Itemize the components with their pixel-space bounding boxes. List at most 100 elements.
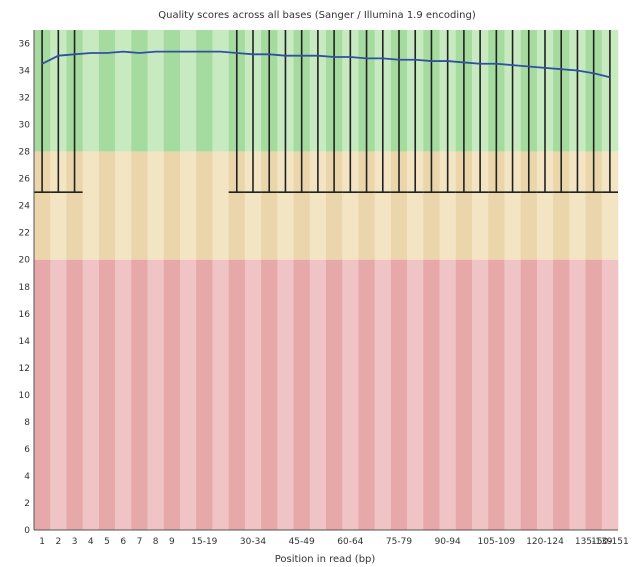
zone-reasonable-stripe (50, 151, 67, 260)
y-tick-label: 4 (24, 472, 30, 482)
y-tick-label: 36 (19, 40, 31, 50)
zone-poor-stripe (488, 259, 505, 530)
chart-title: Quality scores across all bases (Sanger … (158, 10, 476, 21)
y-tick-label: 32 (19, 94, 30, 104)
zone-poor-stripe (147, 259, 165, 530)
zone-poor-stripe (569, 259, 586, 530)
zone-poor-stripe (98, 259, 116, 530)
zone-reasonable-stripe (98, 151, 116, 260)
x-tick-label: 90-94 (435, 537, 461, 547)
zone-good-stripe (98, 30, 116, 152)
zone-reasonable-stripe (228, 151, 246, 260)
zone-poor-stripe (163, 259, 181, 530)
zone-good-stripe (180, 30, 197, 152)
zone-reasonable-stripe (374, 151, 392, 260)
y-tick-label: 24 (19, 202, 31, 212)
zone-reasonable-stripe (163, 151, 181, 260)
zone-poor-stripe (244, 259, 262, 530)
zone-poor-stripe (601, 259, 619, 530)
y-tick-label: 2 (24, 499, 30, 509)
y-tick-label: 26 (19, 175, 31, 185)
zone-poor-stripe (228, 259, 246, 530)
y-tick-label: 12 (19, 364, 30, 374)
zone-poor-stripe (309, 259, 327, 530)
x-tick-label: 135-139 (575, 537, 613, 547)
zone-reasonable-stripe (439, 151, 457, 260)
y-tick-label: 18 (19, 283, 31, 293)
zone-poor-stripe (342, 259, 359, 530)
zone-reasonable-stripe (66, 151, 83, 260)
y-tick-label: 22 (19, 229, 30, 239)
zone-reasonable-stripe (342, 151, 359, 260)
zone-reasonable-stripe (309, 151, 327, 260)
x-tick-label: 75-79 (386, 537, 412, 547)
x-tick-label: 5 (104, 537, 110, 547)
axes (33, 30, 618, 531)
x-tick-label: 8 (153, 537, 159, 547)
y-tick-label: 16 (19, 310, 31, 320)
zone-good-stripe (82, 30, 100, 152)
zone-poor-stripe (115, 259, 132, 530)
zone-poor-stripe (293, 259, 311, 530)
zone-poor-stripe (212, 259, 229, 530)
zone-poor-stripe (423, 259, 440, 530)
zone-reasonable-stripe (455, 151, 473, 260)
zone-good-stripe (131, 30, 148, 152)
zone-reasonable-stripe (147, 151, 165, 260)
zone-poor-stripe (455, 259, 473, 530)
zone-reasonable-stripe (504, 151, 521, 260)
x-tick-label: 2 (55, 537, 61, 547)
zone-reasonable-stripe (472, 151, 489, 260)
x-tick-label: 45-49 (289, 537, 315, 547)
zone-poor-stripe (520, 259, 538, 530)
zone-poor-stripe (131, 259, 148, 530)
zone-good-stripe (115, 30, 132, 152)
zone-reasonable-stripe (326, 151, 343, 260)
zone-poor-stripe (277, 259, 294, 530)
whiskers (34, 30, 618, 193)
zone-poor-stripe (439, 259, 457, 530)
x-tick-label: 7 (137, 537, 143, 547)
zone-poor-stripe (358, 259, 375, 530)
zone-reasonable-stripe (82, 151, 100, 260)
x-tick-label: 30-34 (240, 537, 266, 547)
zone-reasonable-stripe (131, 151, 148, 260)
x-axis-title: Position in read (bp) (275, 554, 376, 565)
y-tick-label: 6 (24, 445, 30, 455)
zone-reasonable-stripe (358, 151, 375, 260)
zone-reasonable-stripe (115, 151, 132, 260)
zone-poor-stripe (472, 259, 489, 530)
zone-reasonable-stripe (244, 151, 262, 260)
zone-poor-stripe (261, 259, 278, 530)
zone-poor-stripe (34, 259, 51, 530)
x-tick-label: 1 (39, 537, 45, 547)
quality-zones (34, 30, 619, 530)
zone-reasonable-stripe (196, 151, 213, 260)
y-tick-label: 14 (19, 337, 31, 347)
x-tick-label: 15-19 (191, 537, 217, 547)
x-tick-label: 4 (88, 537, 94, 547)
y-tick-label: 8 (24, 418, 30, 428)
zone-poor-stripe (82, 259, 100, 530)
x-tick-label: 60-64 (337, 537, 363, 547)
x-tick-label: 3 (72, 537, 78, 547)
series-layer (41, 50, 611, 79)
zone-poor-stripe (66, 259, 83, 530)
y-tick-label: 10 (19, 391, 31, 401)
zone-poor-stripe (50, 259, 67, 530)
zone-poor-stripe (553, 259, 570, 530)
zone-poor-stripe (180, 259, 197, 530)
y-tick-label: 0 (24, 526, 30, 536)
zone-poor-stripe (390, 259, 408, 530)
zone-reasonable-stripe (488, 151, 505, 260)
x-tick-label: 6 (120, 537, 126, 547)
y-tick-label: 20 (19, 256, 31, 266)
zone-reasonable-stripe (520, 151, 538, 260)
x-tick-label: 120-124 (526, 537, 564, 547)
y-tick-label: 30 (19, 121, 31, 131)
y-tick-label: 34 (19, 67, 31, 77)
x-tick-label: 9 (169, 537, 175, 547)
x-tick-label: 150-151 (591, 537, 629, 547)
x-tick-labels: 1 2 3 4 5 6 7 8 9 15-19 30-34 45-49 60-64 75-79 90-94 1… (39, 537, 628, 547)
